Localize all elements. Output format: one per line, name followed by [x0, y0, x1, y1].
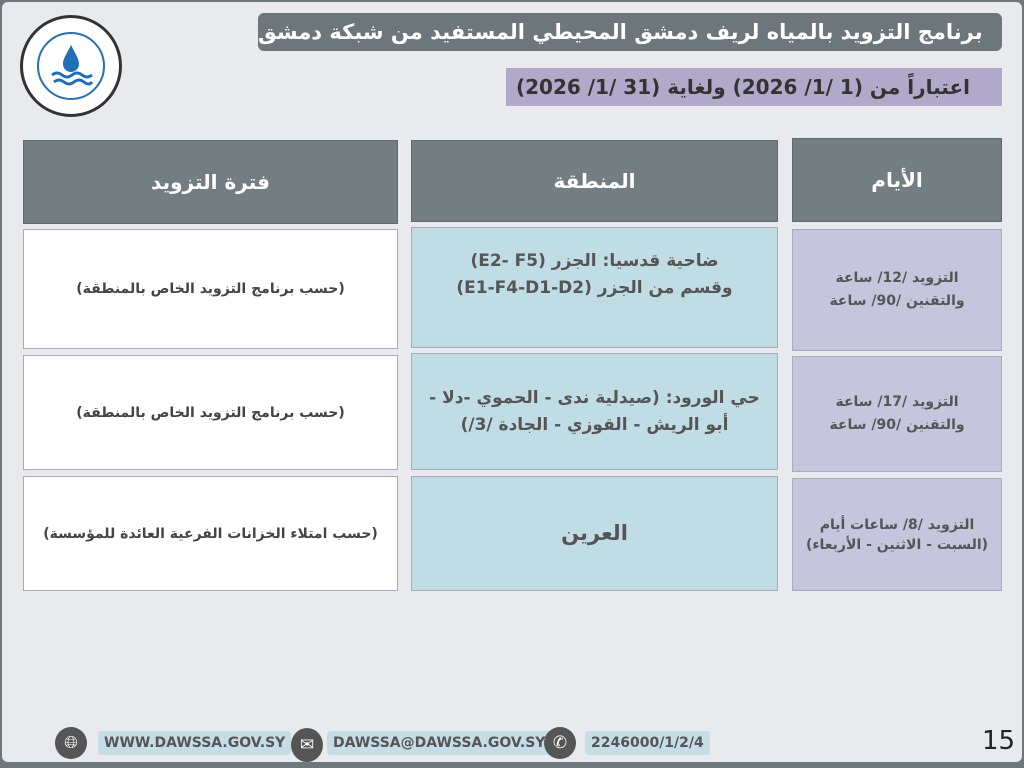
area-line: ضاحية قدسيا: الجزر (E2- F5) — [470, 251, 719, 271]
envelope-icon: ✉︎ — [291, 728, 323, 762]
water-drop-icon — [37, 32, 105, 100]
area-line: أبو الريش - القوزي - الجادة /3/) — [460, 415, 729, 435]
table-row-period: (حسب برنامج التزويد الخاص بالمنطقة) — [23, 355, 398, 470]
table-row-area: العرين — [411, 476, 778, 591]
email-link[interactable]: DAWSSA@DAWSSA.GOV.SY — [327, 731, 552, 755]
days-line: والتقنين /90/ ساعة — [829, 417, 965, 433]
table-row-area: حي الورود: (صيدلية ندى - الحموي -دلا - أب… — [411, 353, 778, 470]
area-line: حي الورود: (صيدلية ندى - الحموي -دلا - — [429, 388, 760, 408]
table-row-days: التزويد /12/ ساعة والتقنين /90/ ساعة — [792, 229, 1002, 351]
table-row-period: (حسب برنامج التزويد الخاص بالمنطقة) — [23, 229, 398, 349]
table-row-area: ضاحية قدسيا: الجزر (E2- F5) وقسم من الجزر… — [411, 227, 778, 348]
table-row-days: التزويد /8/ ساعات أيام (السبت - الاثنين -… — [792, 478, 1002, 591]
header-area: المنطقة — [411, 140, 778, 222]
header-days: الأيام — [792, 138, 1002, 222]
date-range: اعتباراً من (1 /1/ 2026) ولغاية (31 /1/ … — [506, 68, 1002, 106]
header-period: فترة التزويد — [23, 140, 398, 224]
phone-icon: ✆ — [544, 727, 576, 759]
page-number: 15 — [982, 726, 1016, 756]
days-line: التزويد /17/ ساعة — [835, 394, 959, 410]
organization-logo — [20, 15, 122, 117]
days-line: التزويد /8/ ساعات أيام — [819, 516, 975, 533]
globe-icon: 🌐︎ — [55, 727, 87, 759]
page-title: برنامج التزويد بالمياه لريف دمشق المحيطي… — [258, 13, 1002, 51]
table-row-days: التزويد /17/ ساعة والتقنين /90/ ساعة — [792, 356, 1002, 472]
website-link[interactable]: WWW.DAWSSA.GOV.SY — [98, 731, 292, 755]
days-line: (السبت - الاثنين - الأربعاء) — [805, 536, 989, 553]
area-line: وقسم من الجزر (E1-F4-D1-D2) — [456, 278, 733, 298]
phone-number: 2246000/1/2/4 — [585, 731, 710, 755]
table-row-period: (حسب امتلاء الخزانات الفرعية العائدة للم… — [23, 476, 398, 591]
days-line: والتقنين /90/ ساعة — [829, 293, 965, 309]
days-line: التزويد /12/ ساعة — [835, 270, 959, 286]
